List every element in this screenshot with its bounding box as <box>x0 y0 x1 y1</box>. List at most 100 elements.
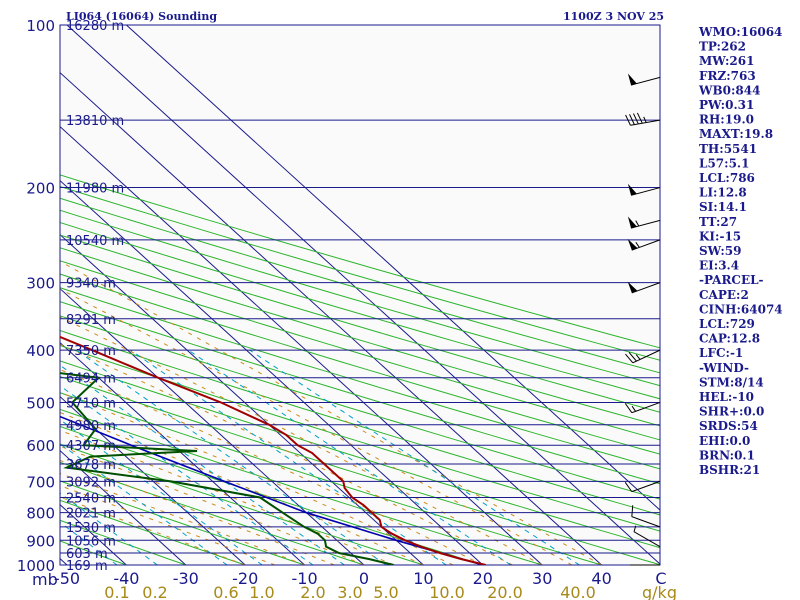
dry-adiabat-line <box>60 301 660 485</box>
dry-adiabat-line <box>60 425 485 565</box>
height-label: 1056 m <box>66 534 116 549</box>
wind-barb-staff <box>631 239 661 251</box>
pressure-tick-label: 100 <box>26 17 55 35</box>
dry-adiabat-line <box>60 443 426 565</box>
wind-barb-flag <box>627 183 637 196</box>
wind-barb-half-feather <box>643 116 647 123</box>
pressure-tick-label: 200 <box>26 180 55 198</box>
mixing-ratio-tick-label: 20.0 <box>487 583 523 600</box>
isotherm-line <box>0 25 8 565</box>
wind-barb-staff <box>630 119 661 126</box>
wind-barb <box>625 349 661 364</box>
wind-barb-feather <box>624 482 633 492</box>
wind-barb-flag <box>627 216 637 229</box>
height-label: 4980 m <box>66 419 116 434</box>
dry-adiabat-line <box>60 392 604 565</box>
temperature-tick-label: 10 <box>413 569 433 588</box>
wind-barb-staff <box>631 401 661 414</box>
isotherm-line <box>60 449 187 565</box>
wind-barb-flag <box>627 281 638 293</box>
pressure-tick-label: 600 <box>26 437 55 455</box>
moist-adiabat-line <box>60 288 573 565</box>
mixing-unit-label: g/kg <box>642 583 677 600</box>
pressure-tick-label: 800 <box>26 505 55 523</box>
isotherm-line <box>66 25 660 565</box>
height-label: 9340 m <box>66 277 116 292</box>
wind-barb-feather <box>636 112 643 124</box>
moist-adiabat-line <box>60 411 424 565</box>
dry-adiabat-line <box>60 273 660 455</box>
temperature-tick-label: -20 <box>232 569 258 588</box>
isotherm-line <box>60 125 543 565</box>
wind-barb-half-feather <box>631 405 636 412</box>
mixing-ratio-tick-label: 5.0 <box>373 583 398 600</box>
wind-barb-feather <box>631 505 634 517</box>
wind-barb-half-feather <box>635 220 640 227</box>
isotherm-line <box>60 341 305 565</box>
wind-barb <box>627 183 661 196</box>
height-label: 10540 m <box>66 234 124 249</box>
mixing-ratio-tick-label: 0.2 <box>142 583 167 600</box>
height-label: 2021 m <box>66 507 116 522</box>
dry-adiabat-line <box>60 329 660 516</box>
wind-barb-feather <box>624 403 633 413</box>
dry-adiabat-line <box>60 221 660 400</box>
dry-adiabat-line <box>60 197 660 374</box>
wind-barb <box>627 238 661 251</box>
height-label: 2540 m <box>66 492 116 507</box>
height-label: 3678 m <box>66 458 116 473</box>
height-label: 16280 m <box>66 19 124 34</box>
pressure-unit-label: mb <box>32 570 58 589</box>
wind-barb <box>627 73 661 86</box>
plot-border <box>59 24 661 566</box>
pressure-tick-label: 700 <box>26 473 55 491</box>
dry-adiabat-line <box>60 461 366 565</box>
dry-adiabat-line <box>60 315 660 500</box>
dry-adiabat-line <box>60 209 660 387</box>
height-label: 5710 m <box>66 396 116 411</box>
isotherm-line <box>60 71 602 565</box>
dry-adiabat-line <box>60 360 660 549</box>
temperature-tick-label: -30 <box>173 569 199 588</box>
mixing-ratio-tick-label: 0.6 <box>213 583 238 600</box>
wind-barb <box>627 216 661 229</box>
wind-barb-feather <box>633 113 639 125</box>
temperature-tick-label: -50 <box>54 569 80 588</box>
dry-adiabat-line <box>60 375 660 565</box>
isotherm-line <box>60 179 484 565</box>
height-label: 3092 m <box>66 475 116 490</box>
dry-adiabat-line <box>60 260 660 441</box>
height-label: 7350 m <box>66 344 116 359</box>
height-label: 8291 m <box>66 313 116 328</box>
pressure-tick-label: 400 <box>26 342 55 360</box>
dewpoint-curve <box>60 372 394 565</box>
mixing-ratio-tick-label: 0.1 <box>104 583 129 600</box>
pressure-tick-label: 300 <box>26 275 55 293</box>
temperature-tick-label: -10 <box>292 569 318 588</box>
wind-barb-half-feather <box>633 525 637 532</box>
wind-barb-feather <box>625 114 631 126</box>
temperature-tick-label: 20 <box>473 569 493 588</box>
temperature-curve <box>60 335 487 565</box>
wind-barb-half-feather <box>635 354 641 360</box>
wind-barb <box>633 525 661 548</box>
dry-adiabat-line <box>60 287 660 470</box>
wind-barb-half-feather <box>635 242 640 248</box>
moist-adiabat-line <box>60 459 335 565</box>
wind-barb <box>624 480 661 493</box>
wind-barb <box>627 281 661 294</box>
dry-adiabat-line <box>60 480 307 565</box>
height-label: 11980 m <box>66 182 124 197</box>
dry-adiabat-line <box>60 344 660 532</box>
dry-adiabat-line <box>60 185 660 361</box>
mixing-ratio-tick-label: 40.0 <box>560 583 596 600</box>
wind-barb-staff <box>632 349 661 364</box>
height-label: 603 m <box>66 547 108 562</box>
wind-barb-feather <box>625 353 634 364</box>
dry-adiabat-line <box>60 247 660 427</box>
wind-barb-staff <box>631 480 661 493</box>
mixing-ratio-tick-label: 10.0 <box>429 583 465 600</box>
mixing-ratio-tick-label: 1.0 <box>249 583 274 600</box>
isotherm-line <box>60 287 365 565</box>
